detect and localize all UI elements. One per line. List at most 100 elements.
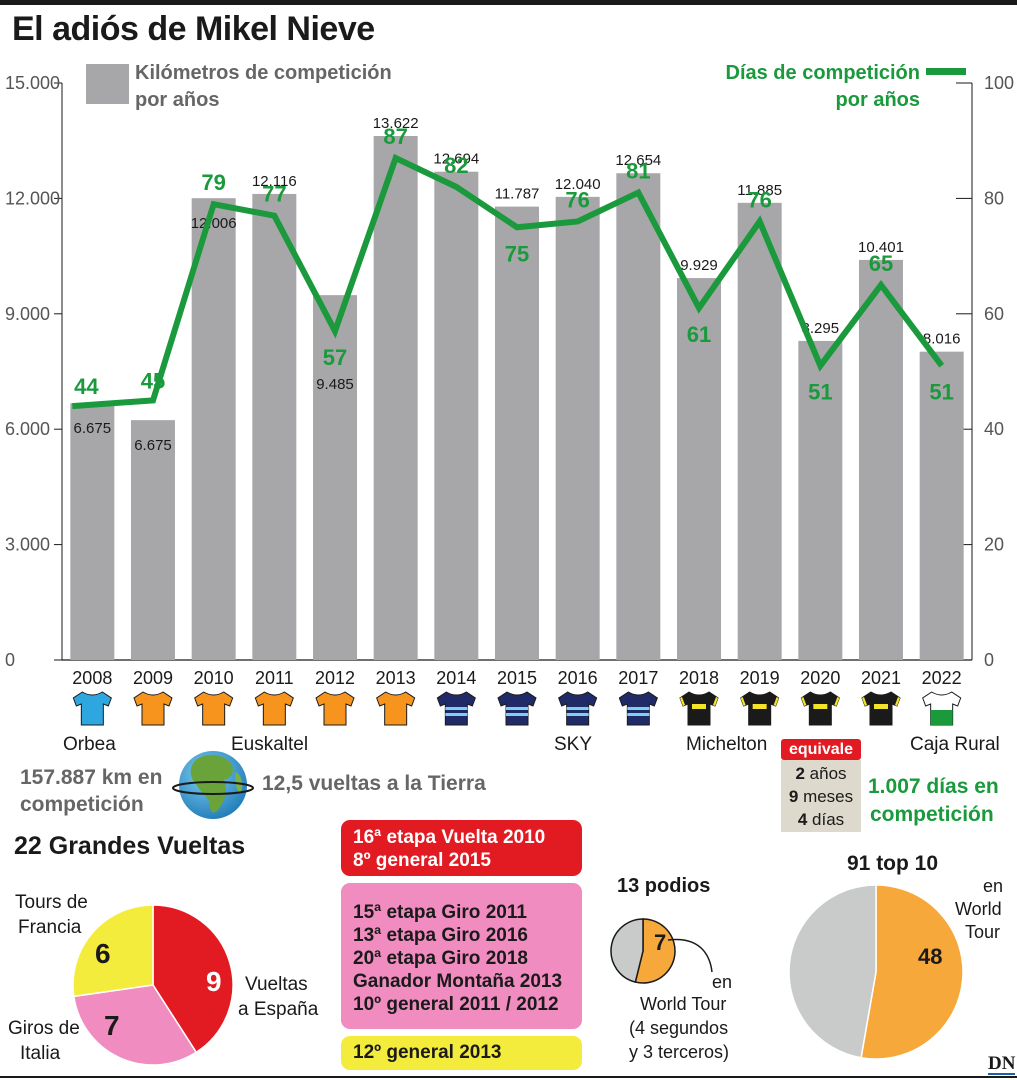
vueltas-label-line2: a España <box>238 999 319 1020</box>
top10-value: 48 <box>918 944 943 969</box>
jersey-body <box>194 691 234 726</box>
eq-days-num: 4 <box>797 810 808 829</box>
page-title: El adiós de Mikel Nieve <box>12 10 375 48</box>
bar <box>434 171 479 660</box>
grand-tours-title: 22 Grandes Vueltas <box>14 832 246 860</box>
line-value-label: 77 <box>262 182 286 207</box>
bar <box>798 340 843 660</box>
line-value-label: 79 <box>201 170 225 195</box>
bar-value-label: 6.675 <box>134 437 172 454</box>
equivale-header: equivale <box>781 739 861 760</box>
jersey-stripe <box>813 704 828 709</box>
x-tick-label: 2017 <box>618 668 658 688</box>
bar-value-label: 8.295 <box>802 320 840 337</box>
line-value-label: 57 <box>323 345 347 370</box>
giro-achievement: Ganador Montaña 2013 <box>353 971 563 992</box>
bar-line-chart: 0 3.000 6.000 9.000 12.000 15.000 0 20 40 60 80 100… <box>5 73 1014 726</box>
team-label-sky: SKY <box>554 734 593 755</box>
bar-value-label: 10.401 <box>858 239 904 256</box>
bar <box>859 259 903 660</box>
x-tick-label: 2011 <box>255 668 294 688</box>
bar-value-label: 12.116 <box>252 173 297 190</box>
top10-label-line3: Tour <box>965 922 1001 942</box>
jersey-icon <box>618 691 658 726</box>
jersey-icon <box>72 691 112 726</box>
line-value-label: 44 <box>74 374 99 399</box>
tours-value: 6 <box>95 938 111 969</box>
x-tick-label: 2010 <box>194 668 234 688</box>
line-value-label: 61 <box>687 322 711 347</box>
dn-logo: DN <box>988 1053 1016 1075</box>
giro-achievement: 15ª etapa Giro 2011 <box>353 902 527 923</box>
bar <box>555 196 600 660</box>
y-tick-label: 3.000 <box>5 535 50 555</box>
podios-label-line4: y 3 terceros) <box>629 1042 730 1062</box>
eq-months-word: meses <box>803 787 854 806</box>
jersey-icon <box>861 691 901 726</box>
y-tick-label: 6.000 <box>5 419 50 439</box>
jersey-icon <box>558 691 598 726</box>
jersey-sleeve <box>740 697 746 706</box>
podios-callout-line <box>667 938 713 973</box>
bottom-rule <box>0 1076 1017 1078</box>
x-tick-label: 2008 <box>72 668 112 688</box>
total-days-line1: 1.007 días en <box>868 775 999 798</box>
giros-label-line2: Italia <box>20 1043 61 1064</box>
top10-label-line2: World <box>955 899 1002 919</box>
jersey-icon <box>679 691 719 726</box>
x-tick-label: 2014 <box>436 668 476 688</box>
x-tick-label: 2009 <box>133 668 173 688</box>
jersey-icon <box>254 691 294 726</box>
bar <box>70 403 115 660</box>
jersey-sleeve <box>895 697 900 706</box>
line-value-label: 81 <box>626 159 650 184</box>
vueltas-value: 9 <box>206 966 222 997</box>
bar <box>373 136 418 660</box>
legend-line-line1: Días de competición <box>725 62 921 84</box>
bar <box>313 295 357 660</box>
jersey-stripe <box>627 707 650 710</box>
jersey-sleeve <box>801 697 807 706</box>
legend-line-line2: por años <box>835 89 920 111</box>
equivale-box: 2 años 9 meses 4 días <box>781 760 861 832</box>
vueltas-label-line1: Vueltas <box>245 974 308 995</box>
eq-years-word: años <box>809 764 847 783</box>
jersey-stripe <box>445 713 468 716</box>
line-value-label: 45 <box>141 368 165 393</box>
x-tick-label: 2015 <box>497 668 537 688</box>
jersey-icon <box>740 691 780 726</box>
podios-label-line3: (4 segundos <box>629 1018 729 1038</box>
jersey-icon <box>922 691 962 726</box>
tour-achievement: 12º general 2013 <box>353 1042 502 1063</box>
jersey-icon <box>376 691 416 726</box>
bar <box>919 351 964 660</box>
x-tick-label: 2021 <box>861 668 901 688</box>
jersey-sleeve <box>713 697 718 706</box>
line-value-label: 76 <box>565 187 589 212</box>
top-rule <box>0 0 1017 5</box>
eq-months-num: 9 <box>788 787 799 806</box>
line-value-label: 65 <box>869 251 893 276</box>
jersey-stripe <box>930 710 953 725</box>
bar <box>191 198 236 661</box>
y2-tick-label: 20 <box>984 535 1004 555</box>
km-total-line1: 157.887 km en <box>20 766 163 789</box>
podios-value: 7 <box>654 930 667 955</box>
giros-label-line1: Giros de <box>8 1018 80 1039</box>
giro-achievements-box: 15ª etapa Giro 2011 13ª etapa Giro 2016 … <box>341 883 582 1029</box>
y2-tick-label: 100 <box>984 73 1014 93</box>
x-tick-label: 2022 <box>922 668 962 688</box>
bar-value-label: 6.675 <box>74 420 112 437</box>
jersey-icon <box>194 691 234 726</box>
bar-value-label: 11.885 <box>737 182 782 199</box>
jersey-icon <box>436 691 476 726</box>
x-tick-label: 2020 <box>800 668 840 688</box>
x-tick-label: 2016 <box>558 668 598 688</box>
legend-bars-swatch <box>86 64 129 104</box>
team-label-michelton: Michelton <box>686 734 768 755</box>
jersey-stripe <box>506 713 528 716</box>
jersey-body <box>72 691 112 726</box>
bar <box>616 173 661 660</box>
bar-value-label: 11.787 <box>495 186 540 203</box>
eq-days-word: días <box>812 810 845 829</box>
